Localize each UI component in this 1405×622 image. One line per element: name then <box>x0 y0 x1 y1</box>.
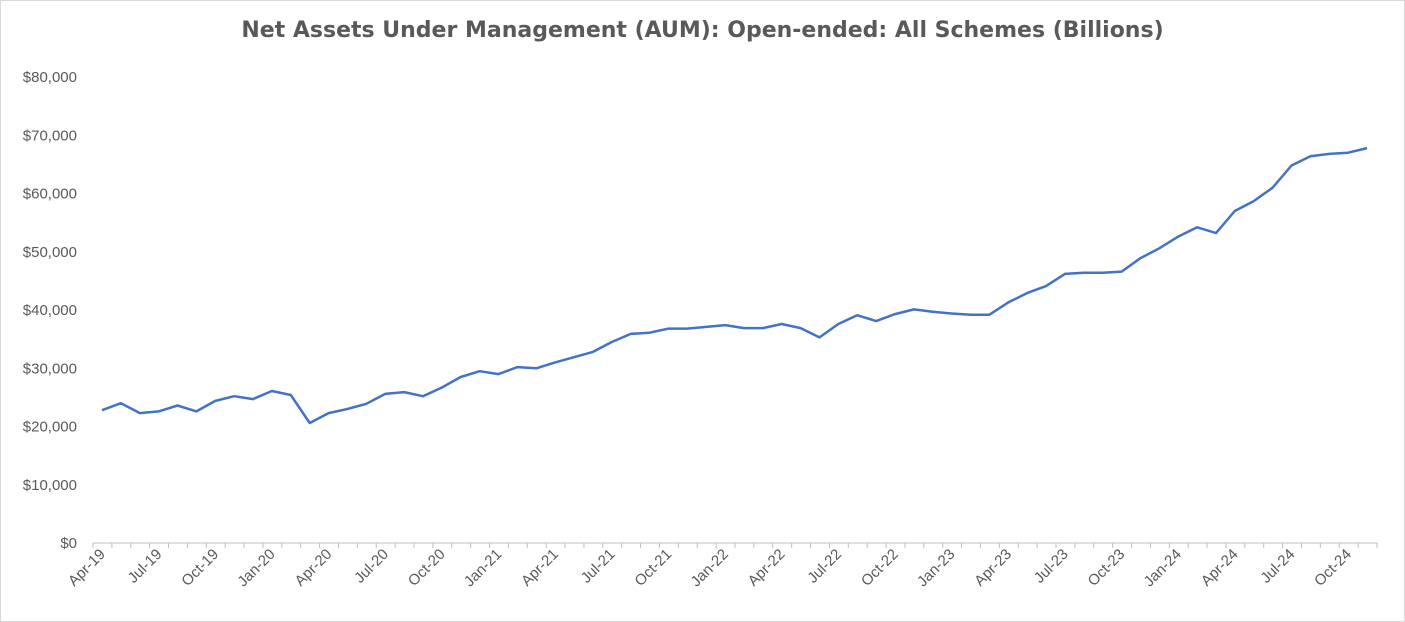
x-tick-label: Jan-20 <box>234 546 278 590</box>
y-tick-label: $10,000 <box>23 477 77 494</box>
x-axis-ticks: Apr-19 Jul-19 Oct-19 Jan-20 Apr-20 Jul-20 Oct-… <box>65 543 1378 590</box>
x-tick-label: Jan-22 <box>687 546 731 590</box>
chart-title: Net Assets Under Management (AUM): Open-… <box>241 18 1164 43</box>
x-tick-label: Jul-23 <box>1031 546 1072 587</box>
x-tick-label: Apr-22 <box>745 546 789 590</box>
y-tick-label: $40,000 <box>23 302 77 319</box>
x-tick-label: Apr-21 <box>518 546 562 590</box>
x-tick-label: Oct-22 <box>858 546 902 590</box>
x-tick-label: Oct-19 <box>178 546 222 590</box>
x-tick-label: Oct-21 <box>631 546 675 590</box>
y-tick-label: $60,000 <box>23 186 77 203</box>
y-tick-label: $70,000 <box>23 127 77 144</box>
y-tick-label: $30,000 <box>23 360 77 377</box>
x-tick-label: Jan-24 <box>1141 546 1185 590</box>
y-tick-label: $50,000 <box>23 244 77 261</box>
x-tick-label: Apr-19 <box>65 546 109 590</box>
y-axis-tick-labels: $0 $10,000 $20,000 $30,000 $40,000 $50,000 $60… <box>23 69 77 552</box>
x-tick-label: Oct-23 <box>1085 546 1129 590</box>
y-tick-label: $0 <box>60 535 77 552</box>
x-tick-label: Jan-23 <box>914 546 958 590</box>
x-tick-label: Apr-24 <box>1198 546 1242 590</box>
x-tick-label: Jul-20 <box>351 546 392 587</box>
x-tick-label: Oct-20 <box>405 546 449 590</box>
y-tick-label: $80,000 <box>23 69 77 86</box>
aum-series-line <box>101 146 1368 425</box>
x-tick-label: Jan-21 <box>461 546 505 590</box>
x-tick-label: Jul-22 <box>804 546 845 587</box>
x-tick-label: Jul-19 <box>125 546 166 587</box>
x-tick-label: Jul-21 <box>578 546 619 587</box>
x-tick-label: Apr-20 <box>292 546 336 590</box>
x-tick-label: Jul-24 <box>1257 546 1298 587</box>
y-tick-label: $20,000 <box>23 419 77 436</box>
x-tick-label: Apr-23 <box>971 546 1015 590</box>
x-tick-label: Oct-24 <box>1311 546 1355 590</box>
